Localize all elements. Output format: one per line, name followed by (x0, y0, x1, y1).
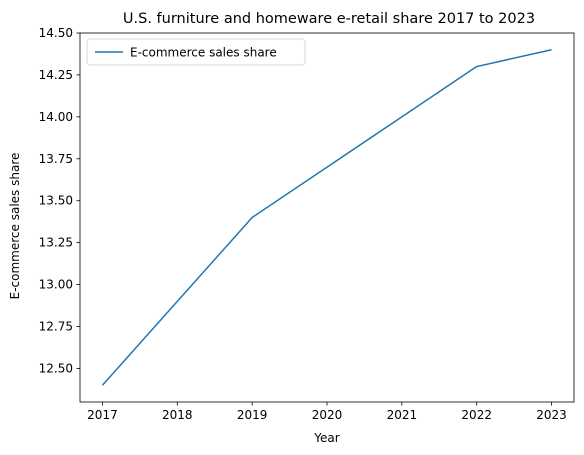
y-tick-label: 13.50 (39, 194, 73, 208)
chart-title: U.S. furniture and homeware e-retail sha… (123, 11, 535, 27)
y-tick-label: 13.25 (39, 236, 73, 250)
plot-frame (79, 32, 575, 403)
y-tick-label: 14.25 (39, 68, 73, 82)
y-tick-label: 13.00 (39, 278, 73, 292)
y-tick-label: 14.50 (39, 26, 73, 40)
x-tick-label: 2023 (536, 408, 567, 422)
plot-area: 2017 2018 2019 2020 2021 2022 2023 12.50 12.75 13… (39, 26, 575, 422)
x-tick-label: 2017 (87, 408, 118, 422)
y-tick-label: 13.75 (39, 152, 73, 166)
series-line (101, 49, 552, 386)
y-axis-label: E-commerce sales share (8, 153, 22, 300)
x-axis-label: Year (313, 431, 339, 445)
legend-box (86, 38, 306, 66)
x-tick-label: 2020 (312, 408, 343, 422)
x-tick-label: 2022 (461, 408, 492, 422)
x-tick-label: 2021 (387, 408, 418, 422)
x-tick-label: 2018 (162, 408, 193, 422)
y-tick-label: 12.75 (39, 320, 73, 334)
y-tick-label: 12.50 (39, 361, 73, 375)
x-tick-label: 2019 (237, 408, 268, 422)
y-tick-label: 14.00 (39, 110, 73, 124)
legend-label: E-commerce sales share (130, 46, 277, 60)
